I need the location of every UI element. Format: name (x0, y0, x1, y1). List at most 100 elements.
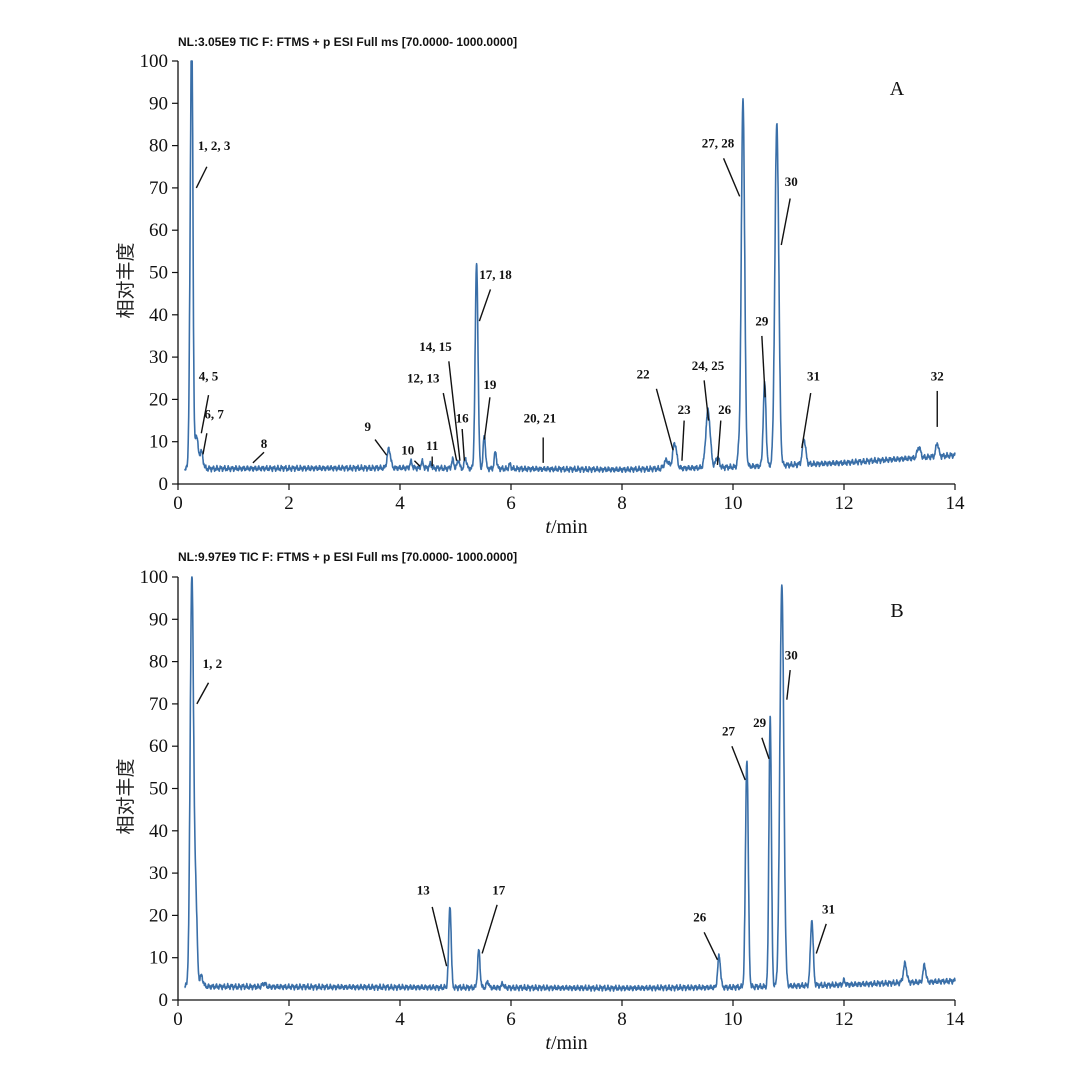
x-tick-label: 6 (506, 1009, 516, 1030)
peak-label: 31 (807, 368, 820, 383)
peak-label: 26 (693, 910, 707, 925)
peak-callout-line (780, 198, 791, 246)
peak-callout-line (655, 388, 674, 451)
peak-callout-line (202, 433, 208, 455)
x-tick-label: 10 (724, 493, 743, 514)
x-tick-label: 12 (835, 493, 854, 514)
y-axis-title: 相对丰度 (115, 242, 137, 318)
x-tick-label: 4 (395, 493, 405, 514)
peak-label: 29 (753, 715, 767, 730)
peak-label: 30 (785, 174, 798, 189)
peak-label: 27 (722, 724, 736, 739)
y-tick-label: 20 (149, 905, 168, 926)
peak-label: 32 (931, 368, 944, 383)
peak-callout-line (716, 420, 722, 466)
peak-label: 26 (718, 402, 732, 417)
peak-callout-line (200, 395, 210, 434)
peak-label: 12, 13 (407, 370, 440, 385)
panel-letter: B (890, 600, 903, 622)
x-axis-title: t/min (545, 516, 587, 538)
peak-label: 10 (401, 442, 414, 457)
y-tick-label: 0 (159, 990, 169, 1011)
peak-callout-line (461, 428, 466, 461)
peak-annotation: 31 (801, 368, 820, 449)
peak-callout-line (448, 361, 461, 461)
x-tick-label: 12 (835, 1009, 854, 1030)
peak-annotation: 32 (931, 368, 944, 427)
peak-label: 19 (483, 377, 497, 392)
peak-callout-line (481, 904, 498, 954)
peak-callout-line (815, 923, 827, 954)
y-tick-label: 50 (149, 263, 168, 284)
x-tick-label: 14 (946, 1009, 966, 1030)
peak-label: 1, 2 (203, 656, 223, 671)
y-tick-label: 90 (149, 609, 168, 630)
x-tick-label: 6 (506, 493, 516, 514)
y-tick-label: 10 (149, 432, 168, 453)
x-axis-title-unit: /min (551, 1032, 588, 1054)
peak-callout-line (722, 158, 741, 197)
y-tick-label: 40 (149, 821, 168, 842)
x-axis-title: t/min (545, 1032, 587, 1054)
peak-label: 23 (678, 402, 692, 417)
x-tick-label: 14 (946, 493, 966, 514)
y-tick-label: 10 (149, 948, 168, 969)
peak-annotation: 31 (815, 901, 835, 954)
peak-label: 22 (637, 366, 650, 381)
peak-annotation: 22 (637, 366, 674, 451)
peak-annotation: 11 (426, 438, 438, 467)
peak-label: 20, 21 (524, 411, 557, 426)
peak-callout-line (442, 392, 458, 461)
y-tick-label: 100 (140, 567, 169, 588)
y-tick-label: 90 (149, 93, 168, 114)
peak-annotation: 10 (401, 442, 421, 467)
peak-annotation: 29 (755, 313, 769, 398)
peak-label: 8 (261, 436, 268, 451)
peak-annotation: 30 (780, 174, 798, 246)
peak-label: 24, 25 (692, 358, 725, 373)
peak-label: 16 (456, 411, 470, 426)
peak-label: 13 (417, 882, 431, 897)
peak-label: 1, 2, 3 (198, 138, 231, 153)
peak-callout-line (761, 737, 770, 760)
peak-annotation: 9 (365, 419, 388, 456)
peak-callout-line (483, 397, 491, 440)
x-tick-label: 0 (173, 493, 183, 514)
y-tick-label: 60 (149, 736, 168, 757)
x-tick-label: 8 (617, 493, 627, 514)
scan-header: NL:3.05E9 TIC F: FTMS + p ESI Full ms [7… (178, 35, 517, 49)
peak-label: 11 (426, 438, 438, 453)
peak-annotation: 1, 2 (196, 656, 223, 705)
peak-annotation: 20, 21 (524, 411, 557, 463)
x-axis-title-variable: t (545, 516, 551, 538)
peak-annotation: 12, 13 (407, 370, 458, 461)
peak-annotation: 24, 25 (692, 358, 725, 421)
peak-label: 17 (492, 882, 506, 897)
x-tick-label: 10 (724, 1009, 743, 1030)
x-tick-label: 0 (173, 1009, 183, 1030)
peak-callout-line (786, 669, 791, 700)
peak-callout-line (731, 745, 746, 781)
tic-trace (184, 60, 956, 474)
peak-callout-line (413, 460, 421, 467)
y-tick-label: 70 (149, 178, 168, 199)
peak-callout-line (374, 439, 388, 456)
x-axis-title-unit: /min (551, 516, 588, 538)
peak-annotation: 13 (417, 882, 448, 967)
peak-annotation: 17, 18 (478, 267, 512, 322)
tic-trace (184, 576, 956, 992)
peak-label: 30 (785, 647, 798, 662)
peak-callout-line (703, 932, 719, 961)
peak-annotation: 26 (716, 402, 732, 466)
peak-callout-line (703, 380, 710, 421)
x-tick-label: 8 (617, 1009, 627, 1030)
y-tick-label: 60 (149, 220, 168, 241)
panel-letter: A (890, 78, 905, 100)
y-tick-label: 80 (149, 652, 168, 673)
chart-panel-a: NL:3.05E9 TIC F: FTMS + p ESI Full ms [7… (115, 35, 965, 538)
peak-label: 31 (822, 901, 835, 916)
peak-annotation: 16 (456, 411, 470, 461)
y-tick-label: 0 (159, 474, 169, 495)
peak-callout-line (801, 392, 812, 449)
peak-label: 6, 7 (204, 406, 224, 421)
